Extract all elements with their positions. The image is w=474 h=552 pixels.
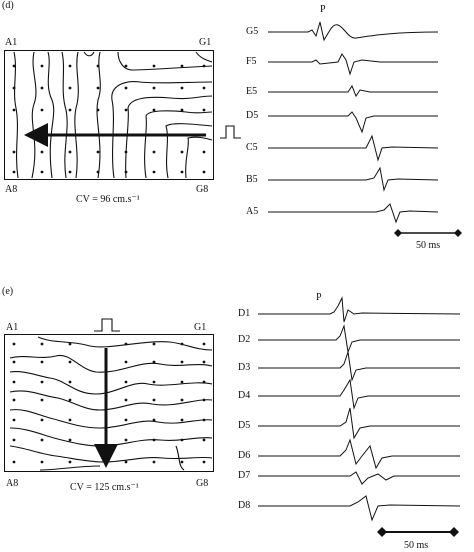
map-d-corner-a1: A1: [5, 37, 18, 48]
map-d-corner-g8: G8: [196, 184, 209, 195]
scale-label-d: 50 ms: [416, 240, 441, 251]
trace-label-d: E5: [246, 86, 258, 97]
map-e-corner-a1: A1: [6, 322, 19, 333]
map-d-corner-a8: A8: [5, 184, 18, 195]
map-d-cv-label: CV = 96 cm.s⁻¹: [76, 194, 140, 205]
marker-p-e: P: [316, 292, 322, 303]
map-e-corner-a8: A8: [6, 478, 19, 489]
isochrone-lines-d: [13, 51, 213, 179]
trace-label-e: D3: [238, 362, 251, 373]
trace-label-e: D8: [238, 500, 251, 511]
trace-label-d: A5: [246, 206, 259, 217]
scale-bar-e: [377, 527, 459, 537]
trace-label-d: G5: [246, 26, 259, 37]
stimulus-pulse-e: [94, 318, 120, 332]
trace-label-e: D5: [238, 420, 251, 431]
trace-label-d: C5: [246, 142, 258, 153]
map-e-corner-g1: G1: [194, 322, 207, 333]
trace-label-d: F5: [246, 56, 257, 67]
trace-label-d: B5: [246, 174, 258, 185]
marker-p-d: P: [320, 4, 326, 15]
trace-label-e: D7: [238, 470, 251, 481]
scale-bar-d: [394, 229, 462, 237]
trace-label-e: D4: [238, 390, 251, 401]
electrode-dots-e: [12, 342, 206, 464]
electrode-dots-d: [12, 64, 206, 174]
trace-label-d: D5: [246, 110, 259, 121]
activation-map-e: [4, 334, 214, 472]
scale-label-e: 50 ms: [404, 540, 429, 551]
trace-label-e: D1: [238, 308, 251, 319]
trace-label-e: D2: [238, 334, 251, 345]
map-e-cv-label: CV = 125 cm.s⁻¹: [70, 482, 139, 493]
electrograms-d: [268, 21, 439, 224]
panel-d-tag: (d): [2, 0, 14, 11]
panel-e-tag: (e): [2, 286, 14, 297]
stimulus-pulse-d: [220, 125, 241, 139]
activation-map-d: [4, 50, 214, 180]
trace-label-e: D6: [238, 450, 251, 461]
electrograms-e: [258, 296, 461, 522]
map-e-corner-g8: G8: [196, 478, 209, 489]
map-d-corner-g1: G1: [199, 37, 212, 48]
